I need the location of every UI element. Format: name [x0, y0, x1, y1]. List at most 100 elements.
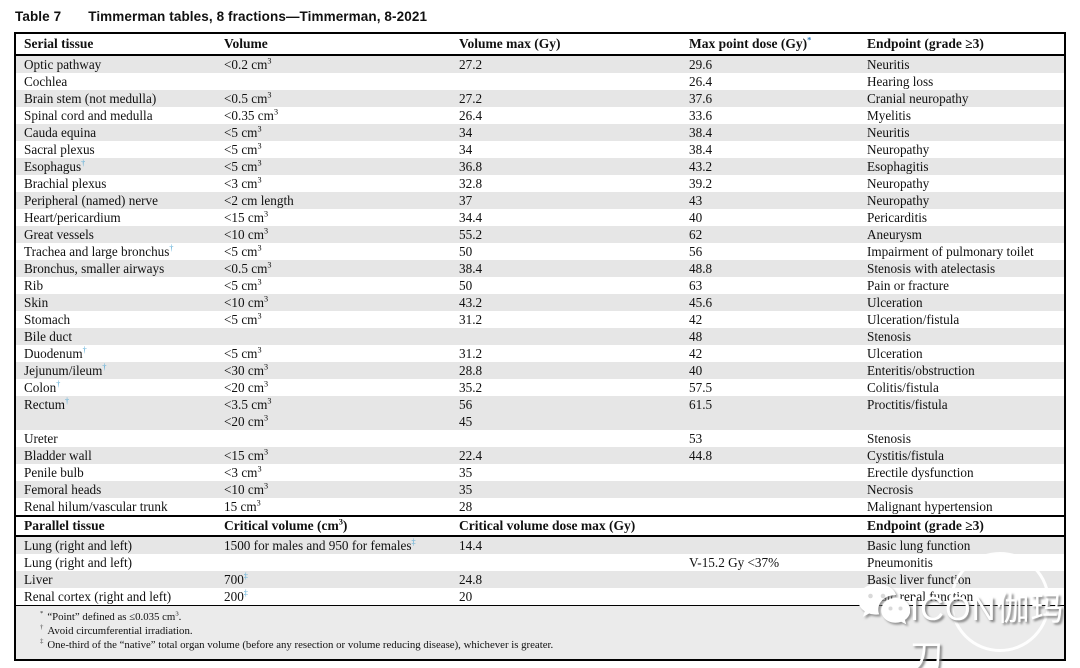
cell-endpoint: Basic liver function	[867, 572, 972, 587]
table-row: Rib <5 cm3 50 63 Pain or fracture	[16, 277, 1064, 294]
cell-endpoint: Colitis/fistula	[867, 380, 939, 395]
cell-tissue: Heart/pericardium	[24, 210, 121, 225]
cell-max-point-dose: 61.5	[689, 397, 713, 412]
cell-volume: <20 cm3	[224, 379, 269, 395]
cell-volume: <5 cm3	[224, 243, 262, 259]
cell-volume-max: 35	[459, 465, 473, 480]
cell-volume: <20 cm3	[224, 413, 269, 429]
cell-volume-max: 31.2	[459, 312, 483, 327]
col-parallel-tissue: Parallel tissue	[24, 518, 105, 533]
cell-tissue: Cochlea	[24, 74, 68, 89]
cell-endpoint: Enteritis/obstruction	[867, 363, 975, 378]
cell-max-point-dose: 44.8	[689, 448, 713, 463]
cell-endpoint: Stenosis with atelectasis	[867, 261, 996, 276]
cell-max-point-dose: 38.4	[689, 142, 713, 157]
cell-volume-max: 26.4	[459, 108, 483, 123]
cell-volume: <10 cm3	[224, 481, 269, 497]
col-critical-volume: Critical volume (cm3)	[224, 517, 348, 533]
footnote: † Avoid circumferential irradiation.	[40, 624, 193, 637]
cell-tissue: Brachial plexus	[24, 176, 107, 191]
cell-max-point-dose: 57.5	[689, 380, 713, 395]
table-row: Bile duct 48 Stenosis	[16, 328, 1064, 345]
cell-endpoint: Esophagitis	[867, 159, 929, 174]
cell-volume: <5 cm3	[224, 345, 262, 361]
cell-max-point-dose: 33.6	[689, 108, 713, 123]
cell-tissue: Bladder wall	[24, 448, 92, 463]
cell-volume: <3 cm3	[224, 175, 262, 191]
cell-volume-max: 35.2	[459, 380, 483, 395]
cell-max-point-dose: 53	[689, 431, 703, 446]
table-row: Renal cortex (right and left) 200‡ 20 Basic…	[16, 588, 1064, 605]
cell-volume: <10 cm3	[224, 294, 269, 310]
cell-volume-max: 50	[459, 278, 473, 293]
cell-volume-max: 35	[459, 482, 473, 497]
cell-max-point-dose: 43.2	[689, 159, 713, 174]
cell-max-point-dose: 42	[689, 312, 703, 327]
cell-tissue: Skin	[24, 295, 49, 310]
table-row: Cauda equina <5 cm3 34 38.4 Neuritis	[16, 124, 1064, 141]
cell-endpoint: Ulceration	[867, 346, 923, 361]
table-row: Lung (right and left) 1500 for males and …	[16, 537, 1064, 554]
table-row: Bladder wall <15 cm3 22.4 44.8 Cystitis/fist…	[16, 447, 1064, 464]
cell-volume: <5 cm3	[224, 311, 262, 327]
col-critical-volume-dose-max: Critical volume dose max (Gy)	[459, 518, 636, 533]
cell-volume: <0.2 cm3	[224, 56, 272, 72]
cell-volume-max: 45	[459, 414, 473, 429]
table-row: Bronchus, smaller airways <0.5 cm3 38.4 48.…	[16, 260, 1064, 277]
cell-volume-max: 43.2	[459, 295, 483, 310]
table-row: Spinal cord and medulla <0.35 cm3 26.4 33.6…	[16, 107, 1064, 124]
cell-volume-max: 28	[459, 499, 473, 514]
cell-volume: 15 cm3	[224, 498, 261, 514]
cell-endpoint: Neuritis	[867, 57, 910, 72]
cell-volume-max: 27.2	[459, 91, 483, 106]
cell-volume: <2 cm length	[224, 193, 294, 208]
cell-endpoint: Stenosis	[867, 431, 911, 446]
cell-max-point-dose: 45.6	[689, 295, 713, 310]
cell-endpoint: Aneurysm	[867, 227, 922, 242]
cell-endpoint: Erectile dysfunction	[867, 465, 974, 480]
cell-volume: <3 cm3	[224, 464, 262, 480]
parallel-rows: Lung (right and left) 1500 for males and …	[16, 537, 1064, 605]
cell-volume: <3.5 cm3	[224, 396, 272, 412]
cell-volume: 700‡	[224, 571, 248, 587]
table-row: Lung (right and left) V-15.2 Gy <37% Pneum…	[16, 554, 1064, 571]
cell-max-point-dose: 37.6	[689, 91, 713, 106]
cell-max-point-dose: V-15.2 Gy <37%	[689, 555, 780, 570]
table-row: Jejunum/ileum† <30 cm3 28.8 40 Enteritis/obs…	[16, 362, 1064, 379]
cell-max-point-dose: 38.4	[689, 125, 713, 140]
cell-volume: 200‡	[224, 588, 248, 604]
table-row: Renal hilum/vascular trunk 15 cm3 28 Malign…	[16, 498, 1064, 515]
cell-endpoint: Neuropathy	[867, 142, 930, 157]
table-row: Penile bulb <3 cm3 35 Erectile dysfunction	[16, 464, 1064, 481]
cell-tissue: Rectum†	[24, 396, 70, 412]
cell-volume-max: 20	[459, 589, 473, 604]
table-row: Trachea and large bronchus† <5 cm3 50 56 Imp…	[16, 243, 1064, 260]
table-row: Femoral heads <10 cm3 35 Necrosis	[16, 481, 1064, 498]
table-title-text: Timmerman tables, 8 fractions—Timmerman,…	[88, 9, 428, 24]
cell-volume-max: 55.2	[459, 227, 483, 242]
footnotes: * “Point” defined as ≤0.035 cm3. † Avoid ci…	[16, 605, 1064, 659]
cell-volume-max: 38.4	[459, 261, 483, 276]
cell-volume-max: 36.8	[459, 159, 483, 174]
cell-volume: <0.5 cm3	[224, 90, 272, 106]
cell-volume: <10 cm3	[224, 226, 269, 242]
cell-volume-max: 24.8	[459, 572, 483, 587]
cell-endpoint: Pain or fracture	[867, 278, 950, 293]
cell-volume: 1500 for males and 950 for females‡	[224, 537, 416, 553]
cell-endpoint: Neuropathy	[867, 193, 930, 208]
table-row: Rectum† <3.5 cm3 56 61.5 Proctitis/fistula	[16, 396, 1064, 413]
cell-volume-max: 32.8	[459, 176, 483, 191]
cell-volume: <0.5 cm3	[224, 260, 272, 276]
col-volume: Volume	[224, 36, 268, 51]
cell-volume: <5 cm3	[224, 277, 262, 293]
table-row: Skin <10 cm3 43.2 45.6 Ulceration	[16, 294, 1064, 311]
cell-endpoint: Necrosis	[867, 482, 914, 497]
cell-max-point-dose: 56	[689, 244, 703, 259]
table-row: Duodenum† <5 cm3 31.2 42 Ulceration	[16, 345, 1064, 362]
table-row: Brachial plexus <3 cm3 32.8 39.2 Neuropathy	[16, 175, 1064, 192]
cell-volume: <15 cm3	[224, 209, 269, 225]
cell-tissue: Duodenum†	[24, 345, 87, 361]
cell-endpoint: Malignant hypertension	[867, 499, 993, 514]
cell-tissue: Colon†	[24, 379, 61, 395]
